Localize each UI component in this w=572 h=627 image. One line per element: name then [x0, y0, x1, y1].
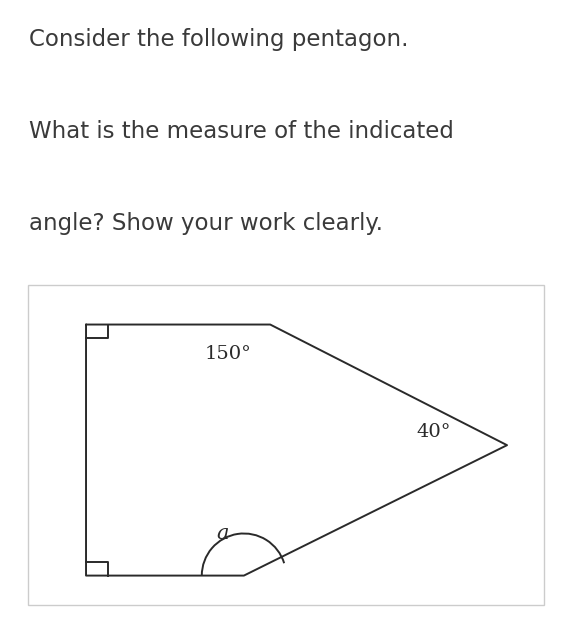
Text: 150°: 150°: [205, 345, 252, 363]
Text: a: a: [217, 524, 229, 543]
Text: What is the measure of the indicated: What is the measure of the indicated: [29, 120, 454, 143]
Text: Consider the following pentagon.: Consider the following pentagon.: [29, 28, 408, 51]
FancyBboxPatch shape: [28, 285, 544, 605]
Text: angle? Show your work clearly.: angle? Show your work clearly.: [29, 213, 383, 235]
Text: 40°: 40°: [416, 423, 451, 441]
